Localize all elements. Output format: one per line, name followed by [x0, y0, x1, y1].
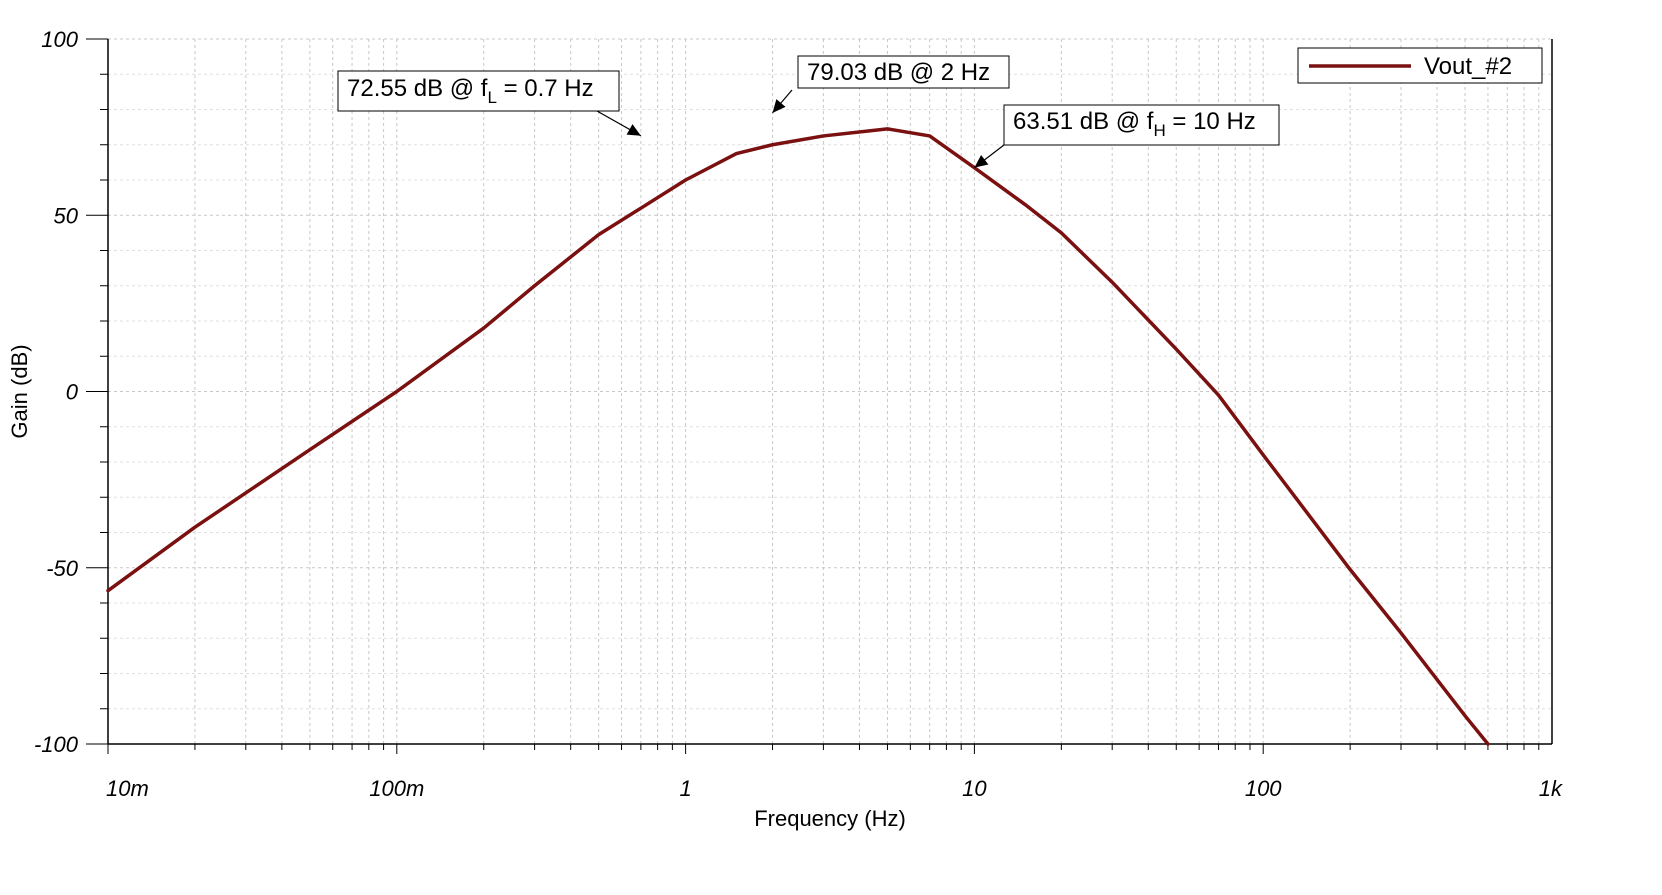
annotation-callout: 63.51 dB @ fH = 10 Hz: [974, 104, 1280, 169]
legend: Vout_#2: [1297, 47, 1543, 84]
y-tick-label: 0: [66, 380, 79, 405]
grid-lines: [107, 38, 1552, 745]
annotations: 72.55 dB @ fL = 0.7 Hz 79.03 dB @ 2 Hz 63.…: [337, 55, 1280, 169]
annotation-arrowhead: [772, 99, 786, 113]
legend-label: Vout_#2: [1424, 53, 1512, 80]
x-tick-label: 10: [962, 776, 987, 801]
y-axis-title: Gain (dB): [7, 344, 32, 438]
annotation-label: 72.55 dB @ fL = 0.7 Hz: [347, 75, 594, 107]
axes: [86, 38, 1553, 754]
series-layer: [106, 127, 1490, 746]
x-tick-label: 100m: [369, 776, 424, 801]
annotation-box: [337, 70, 620, 112]
x-tick-label: 100: [1245, 776, 1282, 801]
tick-labels: 10m 100m 1 10 100 1k 100 50 0 -50 -100: [34, 27, 1563, 801]
x-tick-label: 1k: [1539, 776, 1563, 801]
y-tick-label: 100: [41, 27, 78, 52]
annotation-label: 79.03 dB @ 2 Hz: [807, 59, 990, 86]
annotation-callout: 72.55 dB @ fL = 0.7 Hz: [337, 70, 642, 137]
y-tick-label: 50: [54, 203, 79, 228]
x-axis-title: Frequency (Hz): [754, 806, 906, 831]
series-line: [106, 127, 1490, 746]
annotation-box: [797, 55, 1010, 89]
x-tick-label: 1: [679, 776, 691, 801]
annotation-callout: 79.03 dB @ 2 Hz: [772, 55, 1010, 114]
x-tick-label: 10m: [106, 776, 149, 801]
y-tick-label: -100: [34, 732, 79, 757]
annotation-arrowhead: [974, 154, 989, 168]
annotation-box: [1003, 104, 1280, 146]
annotation-arrowhead: [626, 124, 641, 136]
y-tick-label: -50: [46, 556, 79, 581]
annotation-label: 63.51 dB @ fH = 10 Hz: [1013, 108, 1256, 140]
